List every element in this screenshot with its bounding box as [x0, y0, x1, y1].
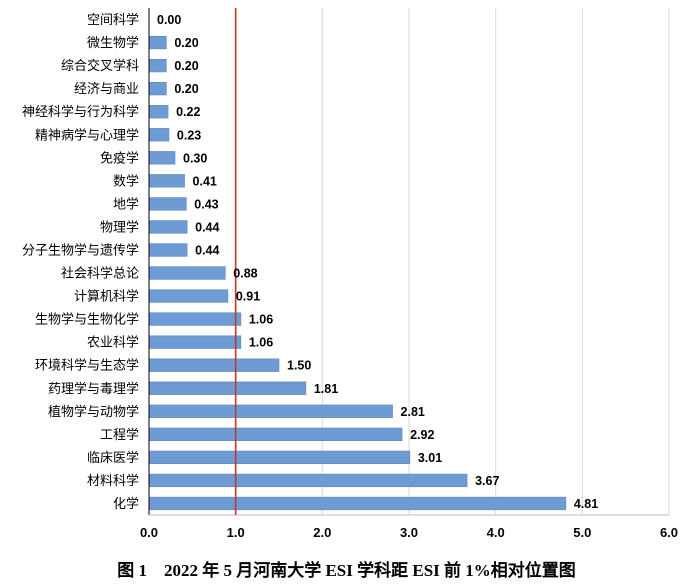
bar: [148, 496, 567, 511]
category-label: 计算机科学: [74, 289, 139, 304]
bar: [148, 381, 307, 395]
data-label: 0.20: [174, 36, 198, 50]
data-label: 0.44: [195, 243, 219, 257]
data-label: 1.50: [287, 359, 311, 373]
labels-group: 0.0 1.0 2.0 3.0 4.0 5.0 6.0 空间科学 0.00 微生物学 0.20 综合交…: [22, 12, 678, 540]
bar: [148, 35, 167, 50]
category-label: 免疫学: [100, 150, 139, 165]
bar: [148, 151, 176, 165]
bar: [148, 473, 468, 488]
category-label: 地学: [113, 196, 139, 211]
bars-group: [148, 35, 567, 511]
x-tick-label: 1.0: [227, 525, 245, 540]
data-label: 0.20: [174, 82, 198, 96]
x-tick-label: 0.0: [140, 525, 158, 540]
data-label: 0.91: [236, 290, 260, 304]
bar: [148, 197, 187, 211]
bar: [148, 289, 229, 303]
category-label: 生物学与生物化学: [35, 312, 139, 327]
category-label: 微生物学: [87, 35, 139, 50]
category-label: 临床医学: [87, 450, 139, 465]
category-label: 神经科学与行为科学: [22, 104, 139, 119]
data-label: 0.44: [195, 220, 219, 234]
category-label: 空间科学: [87, 12, 139, 27]
data-label: 0.20: [174, 59, 198, 73]
bar: [148, 266, 226, 280]
data-label: 3.01: [418, 451, 442, 465]
category-label: 分子生物学与遗传学: [22, 242, 139, 257]
x-tick-label: 6.0: [660, 525, 678, 540]
data-label: 0.43: [194, 197, 218, 211]
data-label: 2.81: [401, 405, 425, 419]
data-label: 4.81: [574, 497, 598, 511]
category-label: 药理学与毒理学: [48, 381, 139, 396]
category-label: 精神病学与心理学: [35, 127, 139, 142]
bar: [148, 82, 167, 96]
category-label: 综合交叉学科: [61, 58, 139, 73]
bar: [148, 243, 188, 257]
category-label: 社会科学总论: [61, 266, 139, 281]
category-label: 物理学: [100, 219, 139, 234]
data-label: 1.06: [249, 313, 273, 327]
category-label: 经济与商业: [74, 81, 139, 96]
figure-caption: 图 1 2022 年 5 月河南大学 ESI 学科距 ESI 前 1%相对位置图: [117, 561, 576, 580]
category-label: 化学: [113, 496, 139, 511]
data-label: 0.41: [193, 174, 217, 188]
data-label: 1.81: [314, 382, 338, 396]
data-label: 0.30: [183, 151, 207, 165]
bar: [148, 174, 185, 188]
category-label: 植物学与动物学: [48, 404, 139, 419]
x-tick-label: 5.0: [573, 525, 591, 540]
data-label: 0.88: [233, 267, 257, 281]
bar: [148, 220, 188, 234]
bar: [148, 58, 167, 73]
x-tick-label: 4.0: [487, 525, 505, 540]
bar: [148, 335, 242, 349]
data-label: 0.00: [157, 13, 181, 27]
category-label: 材料科学: [87, 473, 139, 488]
data-label: 0.23: [177, 128, 201, 142]
bar: [148, 105, 169, 119]
bar: [148, 404, 393, 418]
category-label: 环境科学与生态学: [35, 358, 139, 373]
bar: [148, 358, 280, 372]
data-label: 1.06: [249, 336, 273, 350]
data-label: 2.92: [410, 428, 434, 442]
data-label: 3.67: [475, 474, 499, 488]
category-label: 工程学: [100, 427, 139, 442]
data-label: 0.22: [176, 105, 200, 119]
x-tick-label: 2.0: [313, 525, 331, 540]
category-label: 数学: [113, 173, 139, 188]
bar: [148, 450, 411, 465]
category-label: 农业科学: [87, 335, 139, 350]
x-tick-label: 3.0: [400, 525, 418, 540]
bar: [148, 128, 170, 142]
bar: [148, 427, 403, 441]
bar: [148, 312, 242, 326]
